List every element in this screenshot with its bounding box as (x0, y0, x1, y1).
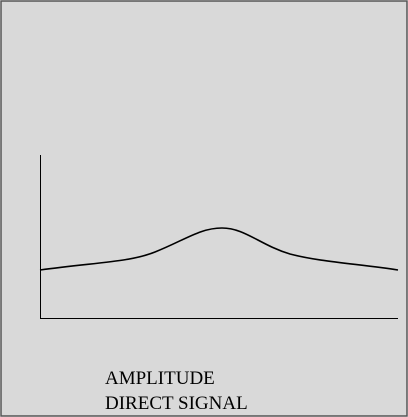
signal-curve (39, 227, 399, 271)
caption-line: DIRECT SIGNAL (105, 393, 248, 414)
caption-line: AMPLITUDE (105, 368, 215, 389)
